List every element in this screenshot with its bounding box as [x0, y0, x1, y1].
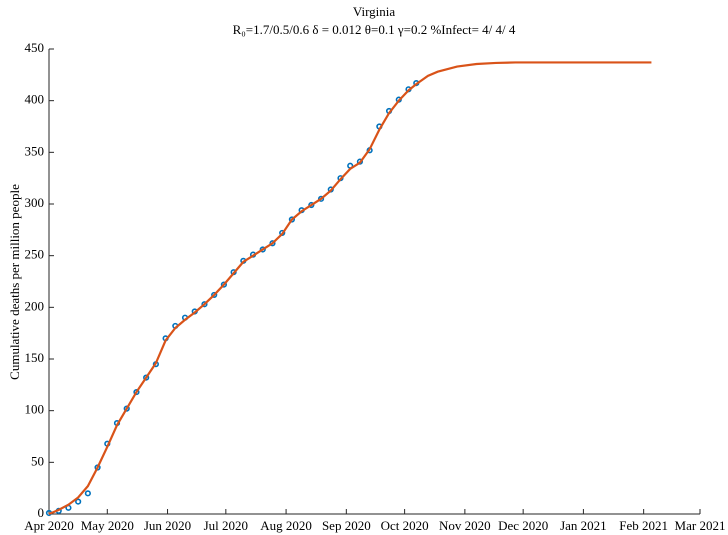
x-tick-label: Sep 2020 [322, 518, 371, 533]
data-point [75, 498, 82, 505]
x-tick-label: Oct 2020 [381, 518, 429, 533]
data-point [201, 301, 208, 308]
data-point [288, 216, 296, 223]
y-tick-label: 450 [25, 40, 45, 55]
x-tick-label: May 2020 [81, 518, 134, 533]
x-tick-label: Jul 2020 [204, 518, 248, 533]
x-tick-label: Apr 2020 [24, 518, 73, 533]
data-point [84, 490, 91, 497]
model-line [48, 61, 652, 516]
data-point [317, 195, 325, 202]
y-axis-label: Cumulative deaths per million people [7, 184, 22, 380]
x-tick-label: Jun 2020 [144, 518, 191, 533]
y-tick-label: 300 [25, 195, 45, 210]
data-point [133, 388, 140, 396]
y-tick-label: 350 [25, 143, 45, 158]
x-tick-label: Aug 2020 [260, 518, 312, 533]
y-tick-label: 150 [25, 350, 45, 365]
x-tick-label: Nov 2020 [439, 518, 491, 533]
data-point [220, 281, 227, 288]
x-tick-label: Dec 2020 [498, 518, 548, 533]
x-tick-label: Mar 2021 [675, 518, 726, 533]
chart-subtitle: R₀=1.7/0.5/0.6 δ = 0.012 θ=0.1 γ=0.2 %In… [233, 22, 516, 37]
x-tick-label: Feb 2021 [619, 518, 668, 533]
y-tick-label: 0 [38, 505, 45, 520]
data-point [308, 201, 315, 209]
data-point [143, 374, 150, 381]
y-tick-label: 200 [25, 298, 45, 313]
y-tick-label: 50 [31, 453, 44, 468]
data-point [123, 405, 130, 412]
y-tick-label: 100 [25, 402, 45, 417]
chart-title: Virginia [353, 4, 396, 19]
data-point [211, 291, 218, 299]
x-tick-label: Jan 2021 [560, 518, 607, 533]
y-tick-label: 250 [25, 247, 45, 262]
data-point [269, 240, 276, 247]
y-tick-label: 400 [25, 92, 45, 107]
data-point [259, 246, 266, 253]
